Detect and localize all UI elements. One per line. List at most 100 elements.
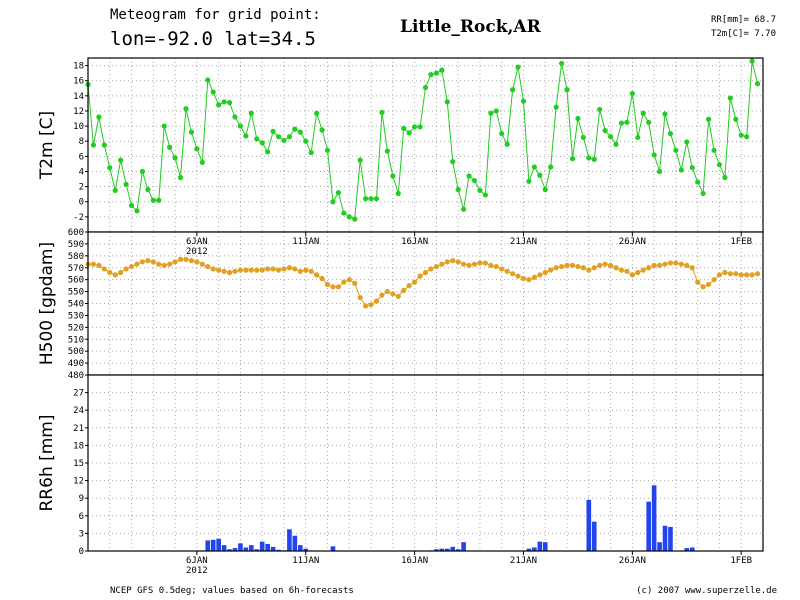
- t2m-point: [363, 196, 369, 202]
- h500-point: [123, 266, 129, 272]
- rr6h-ytick-label: 27: [73, 389, 84, 399]
- h500-point: [575, 263, 581, 270]
- h500-point: [526, 277, 532, 283]
- h500-point: [749, 272, 755, 278]
- t2m-point: [624, 119, 630, 125]
- rr6h-bar: [450, 546, 456, 551]
- t2m-point: [194, 146, 200, 152]
- h500-ytick-label: 480: [68, 371, 84, 381]
- h500-ytick-label: 510: [68, 335, 84, 345]
- h500-point: [412, 279, 418, 285]
- lower-xtick-year: 2012: [186, 566, 208, 576]
- rr6h-bar: [586, 499, 592, 551]
- station-name: Little_Rock,AR: [400, 17, 542, 37]
- h500-point: [395, 293, 401, 299]
- h500-point: [422, 269, 429, 276]
- t2m-point: [259, 140, 265, 146]
- t2m-point: [281, 137, 287, 144]
- h500-point: [254, 267, 260, 273]
- t2m-point: [477, 187, 483, 193]
- t2m-point: [569, 156, 576, 162]
- h500-point: [515, 273, 521, 279]
- t2m-point: [716, 162, 723, 168]
- h500-point: [564, 262, 570, 268]
- h500-point: [613, 265, 619, 271]
- rr6h-bar: [205, 540, 211, 551]
- rr6h-ytick-label: 24: [73, 406, 84, 416]
- t2m-point: [379, 109, 385, 116]
- t2m-point: [613, 141, 619, 147]
- h500-point: [450, 258, 456, 264]
- rr6h-bar: [461, 542, 466, 551]
- h500-point: [705, 281, 712, 288]
- rr6h-plot-area: [88, 375, 763, 551]
- h500-point: [275, 267, 282, 273]
- t2m-point: [618, 120, 625, 126]
- rr6h-bar: [591, 521, 597, 551]
- t2m-point: [591, 156, 597, 162]
- t2m-point: [678, 167, 684, 173]
- t2m-ytick-label: 18: [73, 62, 84, 72]
- t2m-point: [531, 164, 537, 170]
- h500-point: [520, 275, 527, 282]
- t2m-point: [646, 119, 652, 125]
- t2m-point: [607, 134, 614, 140]
- h500-point: [695, 279, 701, 285]
- t2m-point: [553, 104, 559, 110]
- rr6h-bar: [303, 548, 309, 551]
- t2m-ytick-label: -2: [73, 213, 84, 223]
- h500-ytick-label: 530: [68, 311, 84, 321]
- t2m-point: [221, 99, 227, 105]
- rr6h-ytick-label: 6: [79, 512, 84, 522]
- t2m-point: [526, 178, 532, 184]
- h500-point: [248, 267, 254, 273]
- t2m-point: [188, 129, 195, 135]
- h500-point: [205, 263, 211, 270]
- title-line-2: lon=-92.0 lat=34.5: [110, 28, 316, 50]
- t2m-point: [254, 136, 260, 142]
- t2m-point: [537, 172, 543, 178]
- t2m-point: [265, 149, 271, 155]
- t2m-point: [373, 196, 380, 202]
- h500-point: [341, 279, 347, 285]
- summary-rr: RR[mm]= 68.7: [711, 15, 776, 25]
- rr6h-ytick-label: 18: [73, 441, 84, 451]
- h500-point: [139, 259, 146, 265]
- t2m-point: [640, 110, 646, 116]
- h500-point: [96, 262, 102, 268]
- h500-point: [711, 277, 717, 283]
- t2m-series-line: [87, 60, 759, 220]
- h500-point: [569, 262, 576, 268]
- h500-ytick-label: 590: [68, 240, 84, 250]
- h500-point: [373, 298, 380, 304]
- h500-point: [210, 266, 216, 272]
- h500-series-line: [88, 258, 758, 307]
- t2m-point: [324, 147, 331, 153]
- t2m-point: [499, 131, 505, 137]
- h500-point: [172, 259, 178, 265]
- t2m-point: [270, 128, 276, 134]
- t2m-point: [314, 110, 320, 116]
- t2m-point: [390, 173, 396, 179]
- rr6h-ytick-label: 21: [73, 424, 84, 434]
- t2m-point: [303, 138, 309, 144]
- h500-point: [602, 261, 608, 267]
- rr6h-frame: [87, 374, 764, 552]
- t2m-point: [455, 187, 461, 193]
- t2m-point: [738, 132, 744, 138]
- rr6h-bar: [254, 549, 260, 551]
- h500-point: [265, 266, 271, 272]
- h500-ytick-label: 500: [68, 347, 84, 357]
- t2m-point: [384, 148, 390, 154]
- rr6h-bar: [259, 541, 265, 551]
- h500-point: [493, 263, 499, 270]
- t2m-point: [341, 210, 347, 216]
- h500-point: [134, 261, 140, 267]
- h500-point: [597, 262, 603, 268]
- t2m-point: [461, 206, 467, 212]
- h500-point: [216, 267, 222, 273]
- rr6h-ytick-label: 15: [73, 459, 84, 469]
- t2m-point: [482, 192, 488, 198]
- rr6h-bar: [439, 548, 445, 551]
- t2m-point: [401, 125, 407, 131]
